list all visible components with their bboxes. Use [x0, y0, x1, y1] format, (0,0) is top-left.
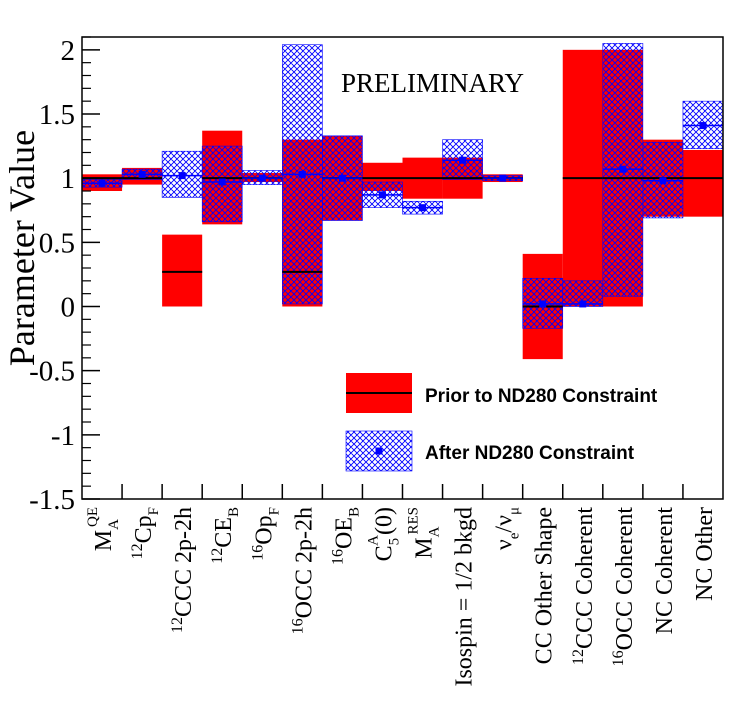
after-point-5	[298, 170, 306, 178]
after-point-1	[138, 170, 146, 178]
y-tick-label: 2	[61, 35, 76, 67]
legend-after-marker	[375, 447, 383, 455]
after-point-4	[258, 174, 266, 182]
after-point-11	[539, 300, 547, 308]
x-tick-label: C5A(0)	[365, 507, 402, 561]
x-tick-label: 16OCC Coherent	[610, 507, 638, 667]
after-point-0	[98, 179, 106, 187]
x-tick-label: 12CCC 2p-2h	[169, 507, 197, 633]
legend-prior-label: Prior to ND280 Constraint	[425, 386, 658, 407]
x-tick-label: 12CEB	[209, 507, 242, 564]
after-point-10	[499, 174, 507, 182]
legend-after-label: After ND280 Constraint	[425, 443, 635, 464]
x-tick-label: NC Coherent	[652, 507, 678, 635]
after-point-8	[419, 204, 427, 212]
x-tick-label: Isospin = 1/2 bkgd	[452, 507, 478, 687]
after-point-15	[699, 122, 707, 130]
x-tick-label: MARES	[406, 507, 443, 559]
after-central-lines	[82, 122, 723, 308]
x-tick-label: 12CCC Coherent	[570, 507, 598, 665]
y-tick-label: -1.5	[29, 484, 75, 516]
x-tick-label: 12CpF	[129, 507, 162, 559]
x-tick-label: 16OCC 2p-2h	[289, 507, 317, 634]
prior-band-15	[682, 149, 723, 217]
preliminary-watermark: PRELIMINARY	[341, 68, 524, 98]
prior-band-2	[162, 234, 203, 307]
y-tick-label: 1.5	[39, 99, 75, 131]
after-point-9	[459, 156, 467, 164]
y-tick-label: 0	[61, 292, 76, 324]
after-point-7	[378, 191, 386, 199]
y-tick-label: 1	[61, 163, 76, 195]
x-tick-label: NC Other	[692, 507, 718, 601]
x-tick-label: CC Other Shape	[532, 507, 558, 664]
x-tick-label: 16OpF	[249, 507, 282, 561]
y-tick-label: 0.5	[39, 227, 75, 259]
after-point-3	[218, 178, 226, 186]
y-axis: -1.5 -1 -0.5 0 0.5 1 1.5 2	[29, 35, 100, 516]
x-tick-label: 16OEB	[329, 507, 362, 565]
y-tick-label: -0.5	[29, 356, 75, 388]
after-point-6	[338, 174, 346, 182]
x-tick-label: νe/νμ	[492, 507, 523, 550]
after-point-13	[619, 165, 627, 173]
y-axis-label: Parameter Value	[2, 130, 42, 366]
after-point-12	[579, 300, 587, 308]
y-tick-label: -1	[51, 420, 75, 452]
after-point-14	[659, 177, 667, 185]
after-point-2	[178, 172, 186, 180]
x-tick-label: MAQE	[85, 507, 122, 551]
legend: Prior to ND280 Constraint After ND280 Con…	[345, 373, 658, 472]
